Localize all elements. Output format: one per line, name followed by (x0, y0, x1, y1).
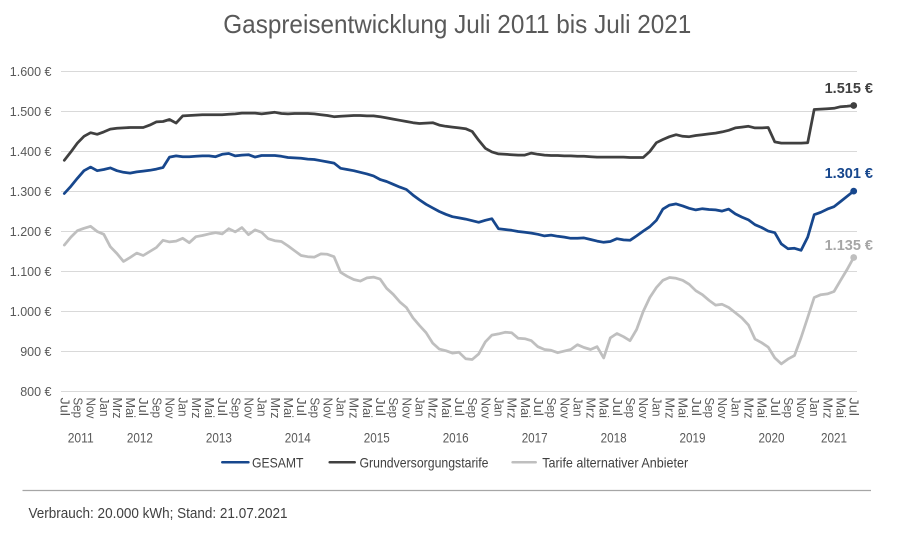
svg-text:2018: 2018 (601, 430, 627, 446)
svg-text:Sep: Sep (149, 398, 163, 419)
svg-text:Nov: Nov (715, 398, 729, 420)
svg-text:Mai: Mai (123, 398, 137, 419)
svg-text:Jul: Jul (610, 398, 624, 417)
svg-text:Nov: Nov (794, 398, 808, 420)
svg-text:2014: 2014 (285, 430, 311, 446)
svg-text:Jul: Jul (294, 398, 308, 417)
svg-text:Nov: Nov (478, 398, 492, 420)
svg-text:Mrz: Mrz (505, 398, 519, 419)
svg-text:1.400 €: 1.400 € (10, 145, 52, 159)
svg-text:Mrz: Mrz (820, 398, 834, 419)
svg-text:2011: 2011 (68, 430, 94, 446)
svg-text:Mrz: Mrz (426, 398, 440, 419)
svg-text:Jul: Jul (136, 398, 150, 417)
svg-text:2017: 2017 (522, 430, 548, 446)
svg-text:Jan: Jan (492, 398, 506, 417)
svg-text:Jul: Jul (768, 398, 782, 417)
svg-text:2021: 2021 (821, 430, 847, 446)
svg-text:1.515 €: 1.515 € (825, 81, 873, 97)
svg-text:Sep: Sep (702, 398, 716, 419)
svg-text:Mrz: Mrz (268, 398, 282, 419)
svg-text:2019: 2019 (680, 430, 706, 446)
svg-text:1.135 €: 1.135 € (825, 238, 873, 254)
svg-text:Jul: Jul (215, 398, 229, 417)
svg-text:Jan: Jan (176, 398, 190, 417)
svg-text:900 €: 900 € (20, 345, 51, 359)
svg-text:Nov: Nov (163, 398, 177, 420)
svg-text:Verbrauch: 20.000 kWh; Stand:: Verbrauch: 20.000 kWh; Stand: 21.07.2021 (29, 505, 288, 522)
svg-text:Jan: Jan (413, 398, 427, 417)
svg-text:1.500 €: 1.500 € (10, 105, 52, 119)
svg-text:Mai: Mai (439, 398, 453, 419)
svg-text:2013: 2013 (206, 430, 232, 446)
svg-text:Jan: Jan (649, 398, 663, 417)
svg-text:Jan: Jan (255, 398, 269, 417)
svg-text:Nov: Nov (84, 398, 98, 420)
svg-text:Sep: Sep (623, 398, 637, 419)
svg-text:Sep: Sep (465, 398, 479, 419)
svg-text:2016: 2016 (443, 430, 469, 446)
svg-text:GESAMT: GESAMT (252, 454, 304, 470)
svg-text:Jul: Jul (373, 398, 387, 417)
svg-text:Jan: Jan (97, 398, 111, 417)
svg-text:Nov: Nov (399, 398, 413, 420)
svg-text:Jan: Jan (334, 398, 348, 417)
svg-text:Mai: Mai (518, 398, 532, 419)
svg-text:Mai: Mai (360, 398, 374, 419)
svg-text:Mai: Mai (676, 398, 690, 419)
svg-text:Sep: Sep (228, 398, 242, 419)
svg-text:Jul: Jul (531, 398, 545, 417)
svg-text:2012: 2012 (127, 430, 153, 446)
svg-text:Jan: Jan (728, 398, 742, 417)
svg-text:Mai: Mai (597, 398, 611, 419)
svg-text:Mrz: Mrz (584, 398, 598, 419)
svg-text:Mai: Mai (281, 398, 295, 419)
svg-text:1.100 €: 1.100 € (10, 265, 52, 279)
svg-text:Jan: Jan (570, 398, 584, 417)
svg-text:Mrz: Mrz (742, 398, 756, 419)
svg-text:Jul: Jul (57, 398, 71, 417)
svg-text:Mrz: Mrz (189, 398, 203, 419)
svg-text:Sep: Sep (544, 398, 558, 419)
svg-text:1.000 €: 1.000 € (10, 305, 52, 319)
svg-text:2020: 2020 (759, 430, 785, 446)
svg-text:Nov: Nov (320, 398, 334, 420)
svg-text:Mrz: Mrz (347, 398, 361, 419)
svg-text:Sep: Sep (307, 398, 321, 419)
svg-text:1.600 €: 1.600 € (10, 65, 52, 79)
svg-text:Jul: Jul (452, 398, 466, 417)
svg-text:Jan: Jan (807, 398, 821, 417)
svg-text:Mrz: Mrz (663, 398, 677, 419)
svg-text:1.301 €: 1.301 € (825, 166, 873, 182)
svg-text:1.200 €: 1.200 € (10, 225, 52, 239)
svg-text:Nov: Nov (636, 398, 650, 420)
svg-text:Sep: Sep (70, 398, 84, 419)
svg-text:Grundversorgungstarife: Grundversorgungstarife (360, 454, 489, 470)
svg-text:1.300 €: 1.300 € (10, 185, 52, 199)
svg-text:Sep: Sep (781, 398, 795, 419)
svg-text:Gaspreisentwicklung Juli 2011: Gaspreisentwicklung Juli 2011 bis Juli 2… (223, 9, 691, 39)
svg-text:800 €: 800 € (20, 385, 51, 399)
svg-text:Mrz: Mrz (110, 398, 124, 419)
svg-text:Sep: Sep (386, 398, 400, 419)
svg-text:Mai: Mai (834, 398, 848, 419)
svg-text:Mai: Mai (202, 398, 216, 419)
svg-text:Jul: Jul (847, 398, 861, 417)
svg-text:Mai: Mai (755, 398, 769, 419)
svg-text:Nov: Nov (557, 398, 571, 420)
svg-text:Nov: Nov (242, 398, 256, 420)
svg-text:Jul: Jul (689, 398, 703, 417)
svg-text:Tarife alternativer Anbieter: Tarife alternativer Anbieter (542, 454, 688, 470)
svg-text:2015: 2015 (364, 430, 390, 446)
